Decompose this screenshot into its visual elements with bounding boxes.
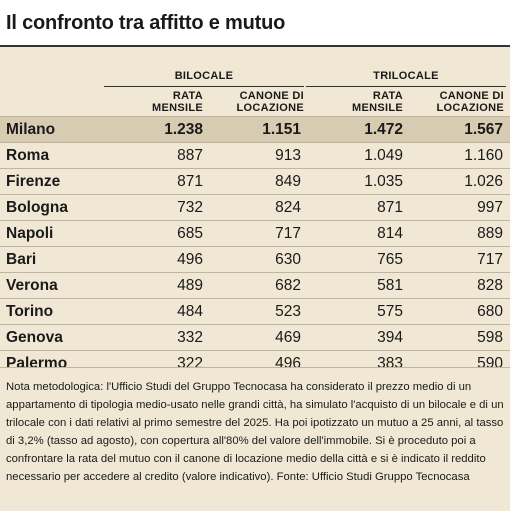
cell-trilo-canone: 997: [477, 199, 503, 216]
cell-bilo-rata: 332: [177, 329, 203, 346]
table-row: Napoli 685 717 814 889: [0, 220, 510, 246]
city-name: Roma: [6, 147, 50, 164]
cell-trilo-rata: 1.049: [364, 147, 403, 164]
city-name: Milano: [6, 121, 56, 138]
city-name: Torino: [6, 303, 54, 320]
city-name: Verona: [6, 277, 58, 294]
city-name: Palermo: [6, 355, 68, 372]
column-header-bilo-rata: RATA MENSILE: [123, 90, 203, 114]
cell-trilo-rata: 383: [377, 355, 403, 372]
table-row: Roma 887 913 1.049 1.160: [0, 142, 510, 168]
cell-bilo-canone: 717: [275, 225, 301, 242]
cell-trilo-canone: 828: [477, 277, 503, 294]
cell-bilo-rata: 685: [177, 225, 203, 242]
cell-trilo-canone: 1.567: [464, 121, 503, 138]
cell-trilo-canone: 680: [477, 303, 503, 320]
methodology-note: Nota metodologica: l'Ufficio Studi del G…: [6, 381, 504, 483]
cell-trilo-rata: 814: [377, 225, 403, 242]
cell-bilo-canone: 1.151: [262, 121, 301, 138]
cell-bilo-canone: 824: [275, 199, 301, 216]
column-header-line: MENSILE: [352, 102, 403, 114]
column-header-line: MENSILE: [152, 102, 203, 114]
cell-bilo-rata: 871: [177, 173, 203, 190]
table-row: Verona 489 682 581 828: [0, 272, 510, 298]
cell-trilo-rata: 1.472: [364, 121, 403, 138]
city-name: Genova: [6, 329, 63, 346]
cell-bilo-rata: 496: [177, 251, 203, 268]
group-header-trilocale: TRILOCALE: [373, 70, 439, 82]
table-row: Torino 484 523 575 680: [0, 298, 510, 324]
cell-trilo-rata: 575: [377, 303, 403, 320]
cell-bilo-rata: 887: [177, 147, 203, 164]
cell-bilo-rata: 484: [177, 303, 203, 320]
column-header-line: CANONE DI: [439, 90, 504, 102]
column-header-line: CANONE DI: [239, 90, 304, 102]
table-row: Firenze 871 849 1.035 1.026: [0, 168, 510, 194]
city-name: Bari: [6, 251, 37, 268]
cell-trilo-canone: 1.026: [464, 173, 503, 190]
column-header-trilo-rata: RATA MENSILE: [323, 90, 403, 114]
cell-trilo-canone: 889: [477, 225, 503, 242]
table-row: Genova 332 469 394 598: [0, 324, 510, 350]
cell-trilo-rata: 871: [377, 199, 403, 216]
cell-trilo-canone: 590: [477, 355, 503, 372]
cell-bilo-rata: 1.238: [164, 121, 203, 138]
cell-bilo-canone: 523: [275, 303, 301, 320]
cell-bilo-rata: 732: [177, 199, 203, 216]
divider: [306, 86, 506, 87]
cell-trilo-rata: 1.035: [364, 173, 403, 190]
cell-bilo-canone: 913: [275, 147, 301, 164]
divider: [104, 86, 304, 87]
cell-trilo-rata: 765: [377, 251, 403, 268]
column-header-bilo-canone: CANONE DI LOCAZIONE: [208, 90, 304, 114]
column-header-line: LOCAZIONE: [236, 102, 304, 114]
cell-trilo-rata: 581: [377, 277, 403, 294]
city-name: Firenze: [6, 173, 61, 190]
cell-bilo-rata: 489: [177, 277, 203, 294]
column-header-line: RATA: [172, 90, 203, 102]
cell-bilo-canone: 469: [275, 329, 301, 346]
cell-trilo-canone: 717: [477, 251, 503, 268]
cell-bilo-canone: 630: [275, 251, 301, 268]
cell-bilo-rata: 322: [177, 355, 203, 372]
table-row: Milano 1.238 1.151 1.472 1.567: [0, 116, 510, 142]
column-header-line: LOCAZIONE: [436, 102, 504, 114]
group-header-bilocale: BILOCALE: [174, 70, 234, 82]
city-name: Bologna: [6, 199, 68, 216]
cell-trilo-canone: 1.160: [464, 147, 503, 164]
table-body: Milano 1.238 1.151 1.472 1.567 Roma 887 913 1.04…: [0, 116, 510, 376]
table-row: Palermo 322 496 383 590: [0, 350, 510, 376]
column-header-trilo-canone: CANONE DI LOCAZIONE: [408, 90, 504, 114]
table-row: Bologna 732 824 871 997: [0, 194, 510, 220]
divider: [0, 367, 510, 368]
cell-bilo-canone: 682: [275, 277, 301, 294]
page-title: Il confronto tra affitto e mutuo: [6, 12, 286, 34]
cell-trilo-rata: 394: [377, 329, 403, 346]
column-header-line: RATA: [372, 90, 403, 102]
cell-bilo-canone: 849: [275, 173, 301, 190]
table-row: Bari 496 630 765 717: [0, 246, 510, 272]
city-name: Napoli: [6, 225, 54, 242]
cell-bilo-canone: 496: [275, 355, 301, 372]
cell-trilo-canone: 598: [477, 329, 503, 346]
